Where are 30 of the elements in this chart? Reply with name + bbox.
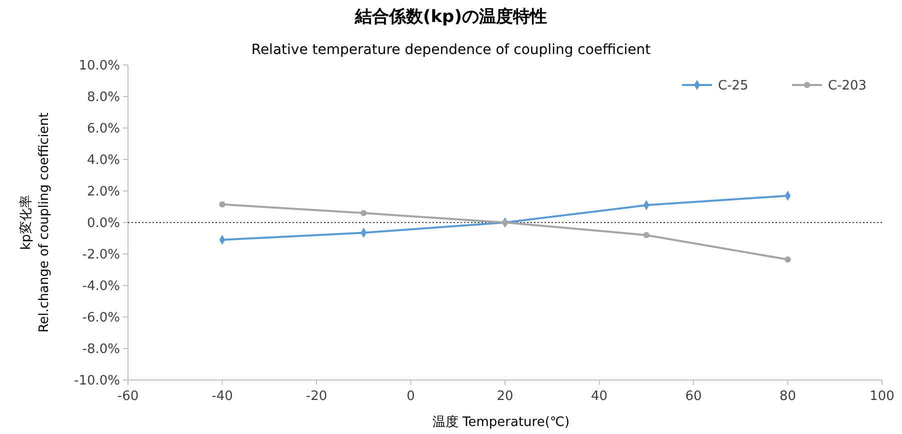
y-tick-label: 10.0% <box>78 58 120 74</box>
chart-title: 結合係数(kp)の温度特性 <box>354 7 548 27</box>
y-tick-label: 8.0% <box>86 90 120 106</box>
y-tick-label: -10.0% <box>74 374 120 389</box>
x-axis-title: 温度 Temperature(℃) <box>432 414 570 430</box>
y-tick-label: 6.0% <box>86 122 120 137</box>
x-tick-label: -60 <box>117 389 139 404</box>
x-tick-label: 100 <box>870 389 894 404</box>
y-tick-label: -8.0% <box>82 342 120 358</box>
point <box>784 256 791 263</box>
x-tick-label: 40 <box>590 389 608 404</box>
chart-subtitle: Relative temperature dependence of coupling coefficient <box>251 42 652 58</box>
y-axis-title: kp変化率 Rel.change of coupling coefficient <box>18 112 52 333</box>
point <box>360 210 367 216</box>
x-tick-label: 0 <box>406 389 415 404</box>
point <box>219 201 226 208</box>
x-tick-label: -40 <box>212 389 233 404</box>
legend-label: C-203 <box>828 78 867 94</box>
y-tick-label: 0.0% <box>86 216 120 232</box>
y-tick-label: -6.0% <box>82 310 120 326</box>
x-tick-label: -20 <box>306 389 328 404</box>
y-tick-label: -4.0% <box>82 279 120 294</box>
x-tick-label: 80 <box>779 389 796 404</box>
point <box>643 232 650 238</box>
y-tick-label: 2.0% <box>86 184 120 200</box>
legend-label: C-25 <box>718 78 748 94</box>
x-tick-label: 60 <box>685 389 702 404</box>
y-tick-label: 4.0% <box>86 153 120 168</box>
x-tick-label: 20 <box>496 389 514 404</box>
y-tick-label: -2.0% <box>82 248 120 263</box>
